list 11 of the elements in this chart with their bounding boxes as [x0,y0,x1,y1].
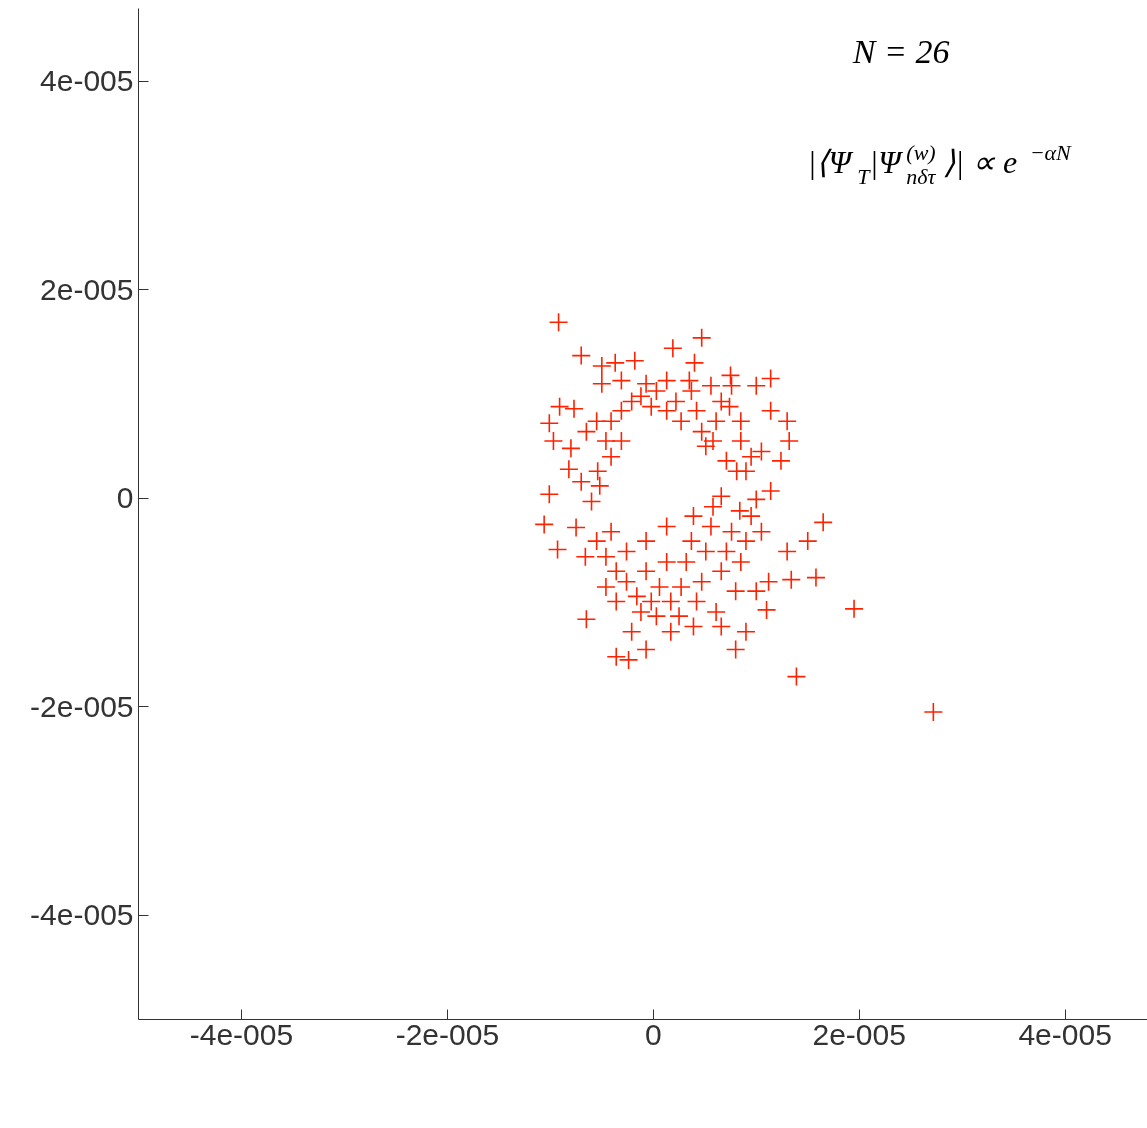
x-tick-label: -2e-005 [395,1017,500,1051]
x-tick-label: 4e-005 [1018,1017,1112,1051]
annotation: N = 26 [851,32,950,70]
y-tick-label: 4e-005 [40,64,134,98]
x-tick-label: -4e-005 [189,1017,294,1051]
y-tick-label: -4e-005 [30,898,134,932]
y-tick-label: 0 [116,481,134,515]
x-tick-label: 2e-005 [812,1017,906,1051]
y-tick-label: -2e-005 [30,689,134,723]
x-tick-label: 0 [644,1017,662,1051]
y-tick-label: 2e-005 [40,272,134,306]
